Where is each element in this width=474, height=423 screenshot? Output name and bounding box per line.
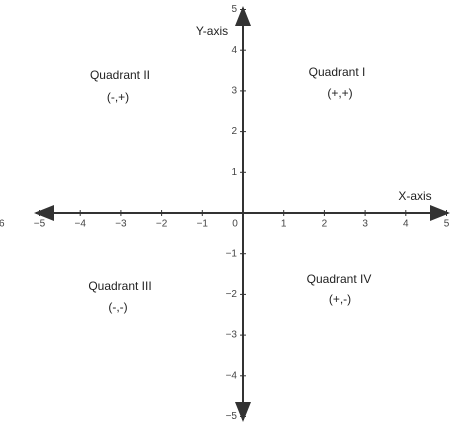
y-axis-label: Y-axis: [196, 24, 228, 38]
y-tick-label: 2: [231, 126, 237, 137]
y-tick-label: −5: [226, 411, 238, 422]
x-tick-label: 0: [232, 219, 238, 230]
x-tick-label: −3: [115, 219, 127, 230]
quadrant-name: Quadrant I: [309, 65, 366, 79]
x-tick-label: −4: [74, 219, 86, 230]
x-tick-label: 4: [403, 219, 409, 230]
x-tick-label: −1: [197, 219, 209, 230]
x-tick-label: 1: [281, 219, 287, 230]
quadrant-signs: (-,-): [108, 300, 127, 314]
y-tick-label: −4: [226, 370, 238, 381]
y-tick-label: 4: [231, 45, 237, 56]
quadrant-name: Quadrant IV: [307, 272, 372, 286]
y-tick-label: 3: [231, 86, 237, 97]
y-tick-label: −1: [226, 248, 238, 259]
quadrant-name: Quadrant III: [88, 279, 151, 293]
y-tick-label: 1: [231, 167, 237, 178]
y-tick-label: −3: [226, 330, 238, 341]
y-tick-label: 5: [231, 4, 237, 15]
quadrant-signs: (+,+): [327, 86, 352, 100]
x-tick-label: 5: [444, 219, 450, 230]
quadrant-signs: (-,+): [107, 90, 129, 104]
x-tick-label: −5: [34, 219, 46, 230]
y-tick-label: −2: [226, 289, 238, 300]
x-tick-label: −2: [156, 219, 168, 230]
x-tick-label: 2: [322, 219, 328, 230]
quadrant-name: Quadrant II: [90, 68, 150, 82]
x-axis-label: X-axis: [398, 189, 431, 203]
x-tick-label: −6: [0, 219, 5, 230]
x-tick-label: 3: [362, 219, 368, 230]
quadrant-signs: (+,-): [329, 292, 351, 306]
